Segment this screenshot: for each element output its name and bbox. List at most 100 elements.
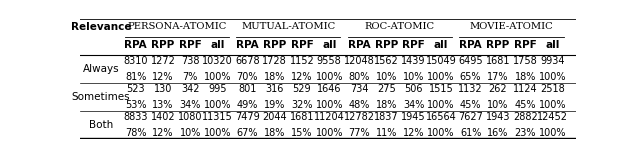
Text: RPF: RPF bbox=[402, 40, 425, 50]
Text: RPA: RPA bbox=[348, 40, 371, 50]
Text: 23%: 23% bbox=[515, 128, 536, 138]
Text: 18%: 18% bbox=[515, 72, 536, 82]
Text: 45%: 45% bbox=[515, 100, 536, 110]
Text: 18%: 18% bbox=[264, 72, 285, 82]
Text: 738: 738 bbox=[181, 56, 200, 66]
Text: 12%: 12% bbox=[291, 72, 313, 82]
Text: RPF: RPF bbox=[514, 40, 536, 50]
Text: all: all bbox=[322, 40, 337, 50]
Text: 1681: 1681 bbox=[290, 112, 314, 122]
Text: 529: 529 bbox=[292, 84, 311, 94]
Text: 12782: 12782 bbox=[344, 112, 374, 122]
Text: 11%: 11% bbox=[376, 128, 397, 138]
Text: 45%: 45% bbox=[460, 100, 481, 110]
Text: 48%: 48% bbox=[348, 100, 370, 110]
Text: 78%: 78% bbox=[125, 128, 147, 138]
Text: ROC-ATOMIC: ROC-ATOMIC bbox=[365, 22, 435, 31]
Text: 12048: 12048 bbox=[344, 56, 374, 66]
Text: RPP: RPP bbox=[486, 40, 509, 50]
Text: 801: 801 bbox=[238, 84, 257, 94]
Text: 6495: 6495 bbox=[458, 56, 483, 66]
Text: Always: Always bbox=[83, 64, 120, 74]
Text: 1758: 1758 bbox=[513, 56, 538, 66]
Text: RPP: RPP bbox=[263, 40, 286, 50]
Text: 80%: 80% bbox=[348, 72, 370, 82]
Text: 1402: 1402 bbox=[151, 112, 175, 122]
Text: 100%: 100% bbox=[316, 128, 343, 138]
Text: 12452: 12452 bbox=[537, 112, 568, 122]
Text: 10%: 10% bbox=[180, 128, 201, 138]
Text: Both: Both bbox=[89, 120, 113, 130]
Text: 100%: 100% bbox=[539, 100, 566, 110]
Text: MUTUAL-ATOMIC: MUTUAL-ATOMIC bbox=[241, 22, 335, 31]
Text: 130: 130 bbox=[154, 84, 172, 94]
Text: 100%: 100% bbox=[427, 100, 454, 110]
Text: 12%: 12% bbox=[152, 128, 174, 138]
Text: 34%: 34% bbox=[403, 100, 424, 110]
Text: 995: 995 bbox=[209, 84, 227, 94]
Text: 10%: 10% bbox=[376, 72, 397, 82]
Text: 1943: 1943 bbox=[486, 112, 510, 122]
Text: RPF: RPF bbox=[291, 40, 314, 50]
Text: RPF: RPF bbox=[179, 40, 202, 50]
Text: 100%: 100% bbox=[204, 72, 232, 82]
Text: 523: 523 bbox=[127, 84, 145, 94]
Text: RPP: RPP bbox=[152, 40, 175, 50]
Text: 100%: 100% bbox=[204, 100, 232, 110]
Text: 10320: 10320 bbox=[202, 56, 233, 66]
Text: 7479: 7479 bbox=[235, 112, 260, 122]
Text: 16%: 16% bbox=[487, 128, 509, 138]
Text: 77%: 77% bbox=[348, 128, 370, 138]
Text: 100%: 100% bbox=[316, 100, 343, 110]
Text: 9934: 9934 bbox=[540, 56, 564, 66]
Text: 15049: 15049 bbox=[426, 56, 456, 66]
Text: all: all bbox=[211, 40, 225, 50]
Text: 9558: 9558 bbox=[317, 56, 342, 66]
Text: 275: 275 bbox=[377, 84, 396, 94]
Text: 49%: 49% bbox=[237, 100, 258, 110]
Text: 34%: 34% bbox=[180, 100, 201, 110]
Text: 12%: 12% bbox=[403, 128, 424, 138]
Text: 6678: 6678 bbox=[235, 56, 260, 66]
Text: Relevance: Relevance bbox=[71, 22, 131, 32]
Text: MOVIE-ATOMIC: MOVIE-ATOMIC bbox=[470, 22, 554, 31]
Text: 100%: 100% bbox=[539, 72, 566, 82]
Text: 100%: 100% bbox=[539, 128, 566, 138]
Text: 1272: 1272 bbox=[150, 56, 175, 66]
Text: 1562: 1562 bbox=[374, 56, 399, 66]
Text: RPA: RPA bbox=[460, 40, 482, 50]
Text: 17%: 17% bbox=[487, 72, 509, 82]
Text: 1728: 1728 bbox=[262, 56, 287, 66]
Text: 53%: 53% bbox=[125, 100, 147, 110]
Text: 100%: 100% bbox=[316, 72, 343, 82]
Text: 7%: 7% bbox=[182, 72, 198, 82]
Text: 18%: 18% bbox=[376, 100, 397, 110]
Text: RPA: RPA bbox=[125, 40, 147, 50]
Text: 100%: 100% bbox=[427, 72, 454, 82]
Text: 316: 316 bbox=[266, 84, 284, 94]
Text: 1837: 1837 bbox=[374, 112, 399, 122]
Text: 12%: 12% bbox=[152, 72, 174, 82]
Text: 100%: 100% bbox=[204, 128, 232, 138]
Text: 70%: 70% bbox=[237, 72, 258, 82]
Text: 81%: 81% bbox=[125, 72, 147, 82]
Text: 10%: 10% bbox=[403, 72, 424, 82]
Text: Sometimes: Sometimes bbox=[72, 92, 131, 102]
Text: 15%: 15% bbox=[291, 128, 313, 138]
Text: 1124: 1124 bbox=[513, 84, 538, 94]
Text: 734: 734 bbox=[349, 84, 368, 94]
Text: 2518: 2518 bbox=[540, 84, 565, 94]
Text: RPP: RPP bbox=[374, 40, 398, 50]
Text: 19%: 19% bbox=[264, 100, 285, 110]
Text: PERSONA-ATOMIC: PERSONA-ATOMIC bbox=[127, 22, 227, 31]
Text: 1945: 1945 bbox=[401, 112, 426, 122]
Text: 7627: 7627 bbox=[458, 112, 483, 122]
Text: 32%: 32% bbox=[291, 100, 313, 110]
Text: 2882: 2882 bbox=[513, 112, 538, 122]
Text: RPA: RPA bbox=[236, 40, 259, 50]
Text: 1080: 1080 bbox=[178, 112, 203, 122]
Text: 342: 342 bbox=[181, 84, 200, 94]
Text: 65%: 65% bbox=[460, 72, 481, 82]
Text: 1681: 1681 bbox=[486, 56, 510, 66]
Text: 11315: 11315 bbox=[202, 112, 233, 122]
